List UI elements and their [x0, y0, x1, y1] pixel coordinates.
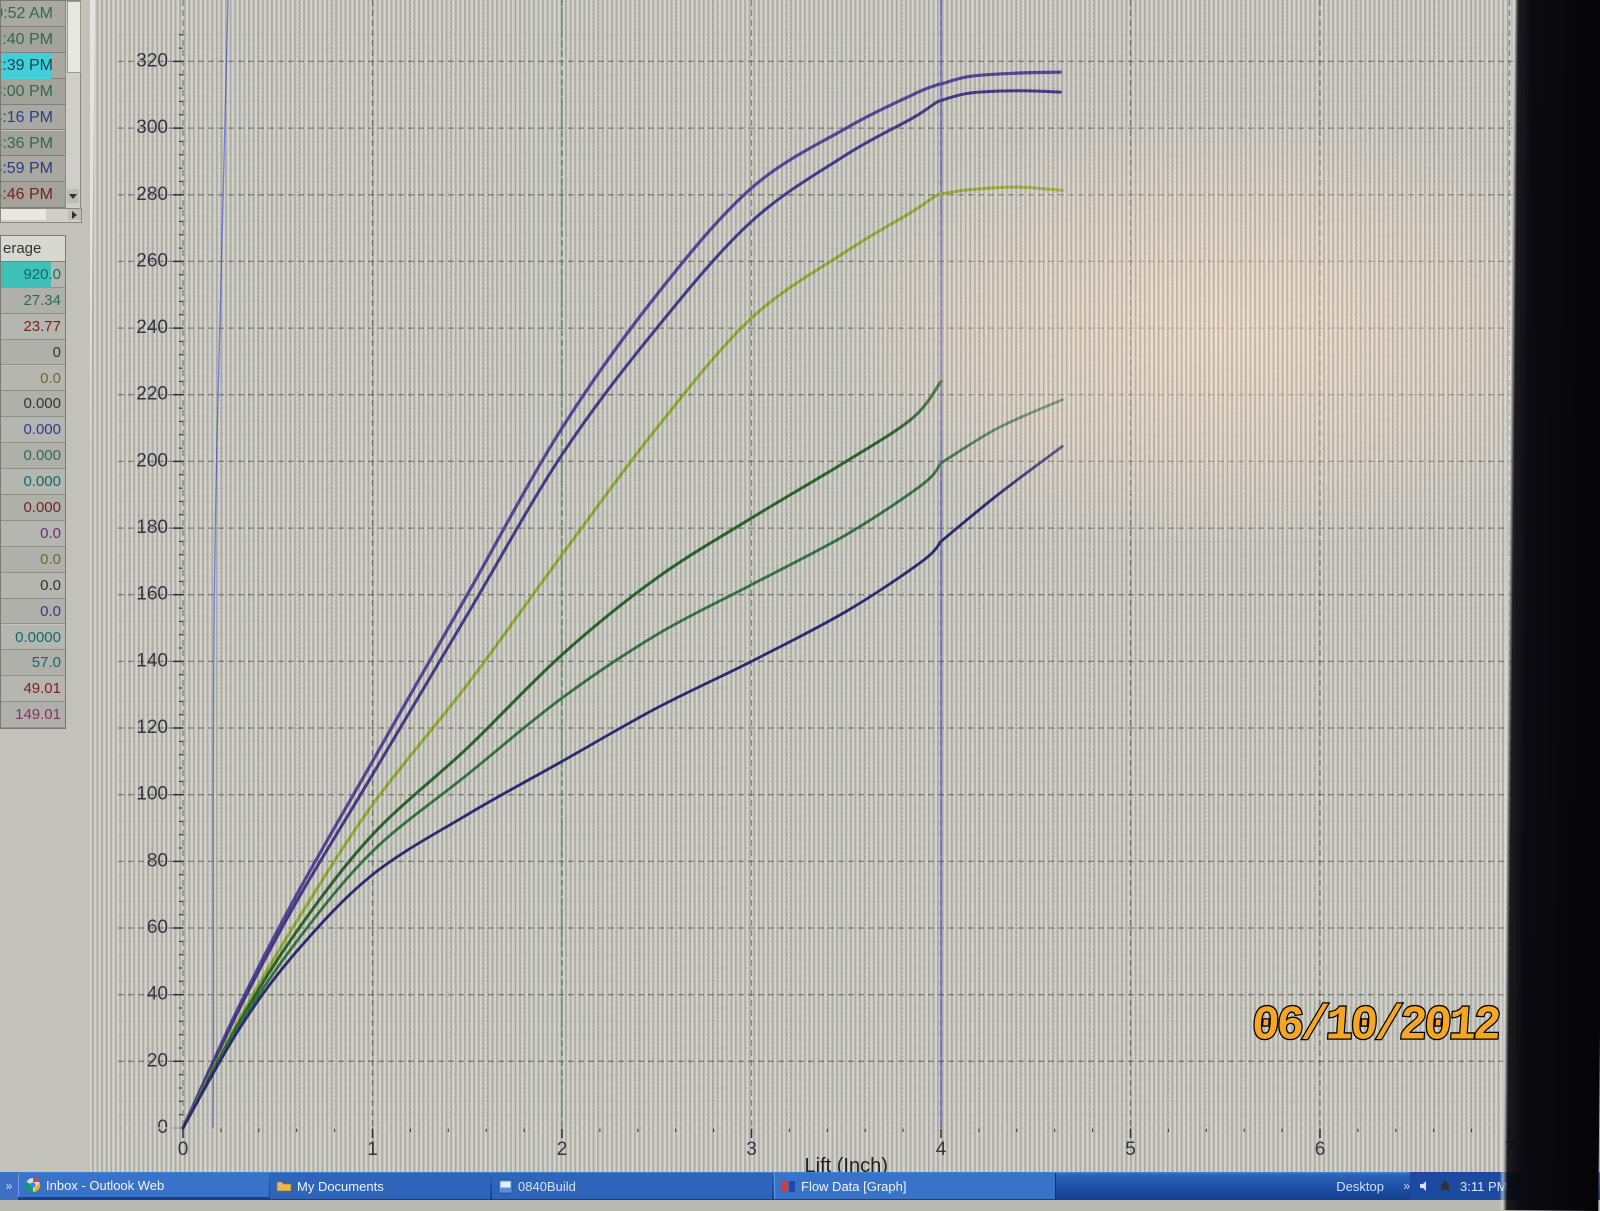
svg-text:100: 100	[136, 784, 168, 805]
svg-text:220: 220	[136, 384, 168, 405]
svg-text:320: 320	[136, 50, 168, 71]
svg-text:20: 20	[147, 1050, 168, 1071]
svg-text:60: 60	[147, 917, 168, 938]
svg-text:4: 4	[936, 1139, 947, 1160]
svg-text:3: 3	[746, 1139, 757, 1160]
svg-text:260: 260	[136, 250, 168, 271]
svg-text:40: 40	[147, 984, 168, 1005]
svg-text:2: 2	[557, 1139, 568, 1160]
svg-text:120: 120	[136, 717, 168, 738]
svg-text:200: 200	[136, 450, 168, 471]
svg-text:240: 240	[136, 317, 168, 338]
svg-text:0: 0	[178, 1139, 189, 1160]
svg-text:6: 6	[1315, 1139, 1326, 1160]
svg-text:300: 300	[136, 117, 168, 138]
svg-text:5: 5	[1125, 1139, 1136, 1160]
svg-text:180: 180	[136, 517, 168, 538]
svg-text:280: 280	[136, 184, 168, 205]
svg-text:1: 1	[367, 1139, 378, 1160]
svg-text:80: 80	[147, 850, 168, 871]
svg-text:160: 160	[136, 584, 168, 605]
svg-text:140: 140	[136, 650, 168, 671]
